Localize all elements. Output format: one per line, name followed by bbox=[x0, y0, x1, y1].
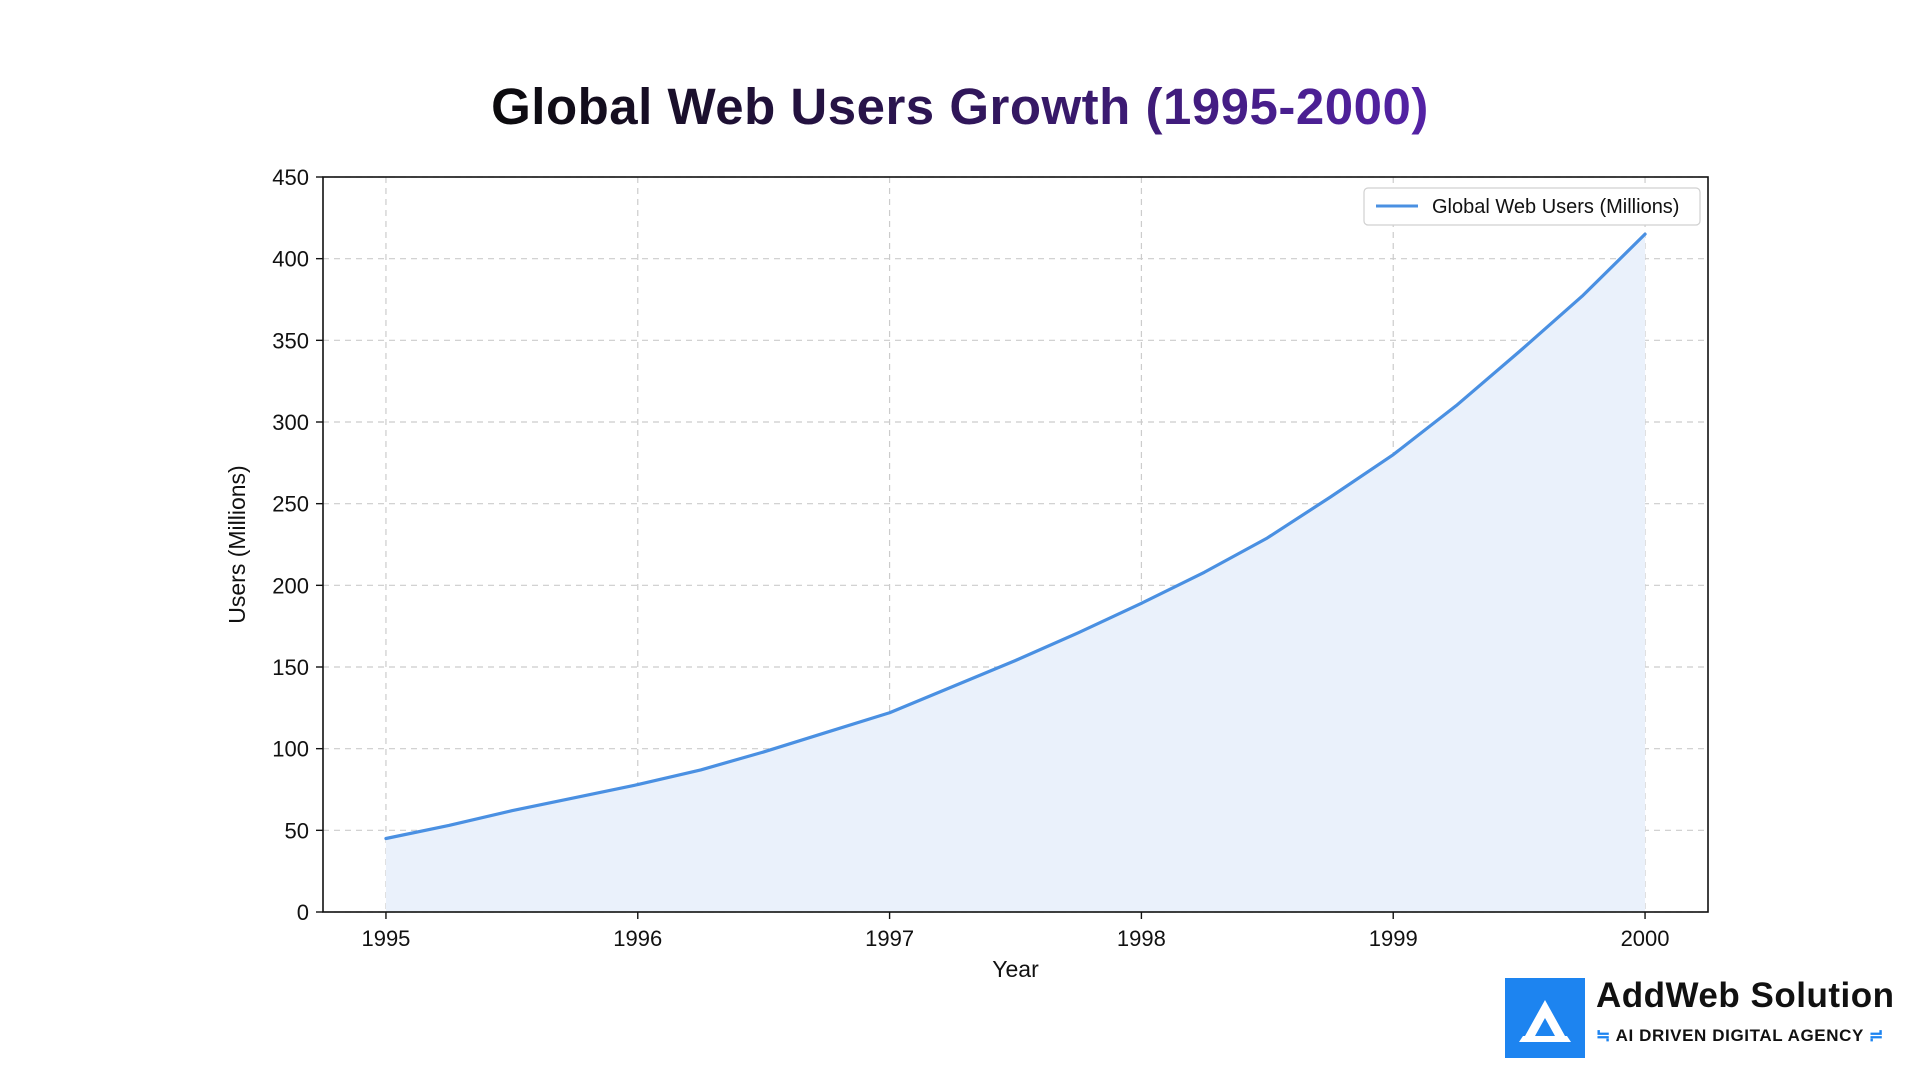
legend-box bbox=[1363, 187, 1701, 226]
brand-tagline: ≒ AI DRIVEN DIGITAL AGENCY ≓ bbox=[1596, 1026, 1884, 1046]
plot-frame bbox=[322, 176, 1709, 913]
series-line-layer bbox=[384, 232, 1647, 841]
x-tick-label: 1995 bbox=[361, 926, 410, 951]
x-tick-label: 1997 bbox=[865, 926, 914, 951]
brand-name: AddWeb Solution bbox=[1596, 976, 1895, 1015]
y-tick-label: 50 bbox=[285, 818, 309, 843]
x-tick-label: 2000 bbox=[1621, 926, 1670, 951]
series-area-fill bbox=[385, 234, 1646, 913]
y-tick-label: 250 bbox=[272, 492, 309, 517]
circuit-lines-icon: ≓ bbox=[1868, 1026, 1884, 1045]
brand-watermark: AddWeb Solution ≒ AI DRIVEN DIGITAL AGEN… bbox=[1505, 976, 1915, 1060]
tick-labels: 1995 1996 1997 1998 1999 2000 0 50 100 150 200 250 3… bbox=[272, 165, 1669, 951]
y-axis-label: Users (Millions) bbox=[224, 465, 250, 623]
x-tick-label: 1999 bbox=[1369, 926, 1418, 951]
y-tick-label: 100 bbox=[272, 737, 309, 762]
brand-tagline-text: AI DRIVEN DIGITAL AGENCY bbox=[1615, 1026, 1864, 1045]
axes bbox=[322, 176, 1709, 913]
legend: Global Web Users (Millions) bbox=[1363, 187, 1701, 226]
y-tick-label: 300 bbox=[272, 410, 309, 435]
y-tick-label: 0 bbox=[297, 900, 309, 925]
y-tick-label: 350 bbox=[272, 328, 309, 353]
y-tick-label: 200 bbox=[272, 573, 309, 598]
y-tick-label: 450 bbox=[272, 165, 309, 190]
y-tick-label: 400 bbox=[272, 247, 309, 272]
addweb-a-logo-icon bbox=[1505, 978, 1585, 1058]
y-tick-label: 150 bbox=[272, 655, 309, 680]
series-line bbox=[384, 232, 1647, 841]
x-axis-label: Year bbox=[992, 956, 1039, 982]
legend-label: Global Web Users (Millions) bbox=[1432, 196, 1679, 218]
x-tick-label: 1996 bbox=[613, 926, 662, 951]
chart-title: Global Web Users Growth (1995-2000) bbox=[0, 76, 1920, 137]
x-tick-label: 1998 bbox=[1117, 926, 1166, 951]
circuit-lines-icon: ≒ bbox=[1596, 1026, 1611, 1045]
area-fill-layer bbox=[385, 234, 1646, 913]
